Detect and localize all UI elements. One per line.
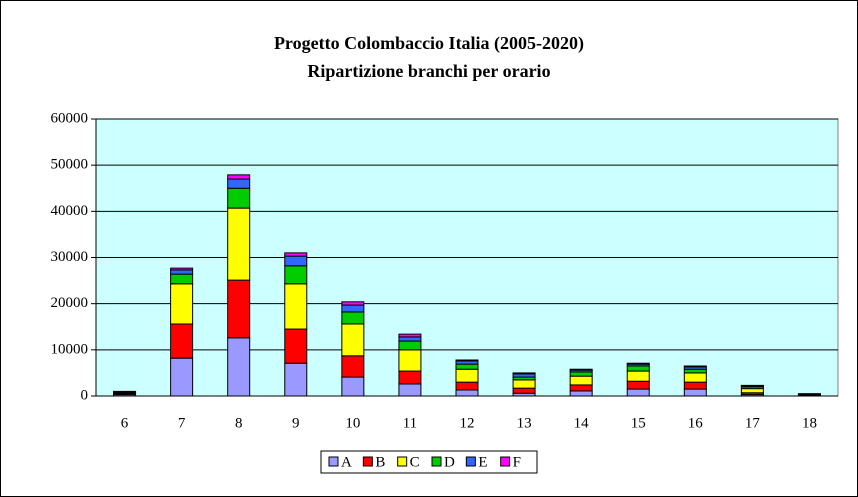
bar-segment: [683, 365, 707, 368]
chart-subtitle: Ripartizione branchi per orario: [307, 61, 550, 81]
bar-segment: [170, 267, 194, 271]
legend-label: A: [341, 454, 352, 470]
bar-segment: [341, 323, 365, 357]
y-tick-label: 50000: [51, 157, 89, 173]
y-tick-label: 20000: [51, 295, 89, 311]
bar-segment: [170, 273, 194, 285]
legend-label: E: [478, 454, 487, 470]
x-tick-label: 13: [517, 415, 532, 431]
x-tick-label: 12: [460, 415, 475, 431]
legend-label: F: [513, 454, 521, 470]
bar-segment: [455, 363, 479, 370]
bar-segment: [398, 349, 422, 372]
bar-segment: [170, 323, 194, 359]
bar-segment: [284, 255, 308, 267]
bar-segment: [683, 372, 707, 383]
bar-segment: [341, 376, 365, 397]
x-tick-label: 16: [688, 415, 704, 431]
chart-title: Progetto Colombaccio Italia (2005-2020): [274, 33, 584, 54]
bar-segment: [341, 301, 365, 306]
bar-segment: [398, 333, 422, 338]
x-tick-label: 9: [292, 415, 300, 431]
bar-segment: [227, 178, 251, 189]
bar-segment: [683, 368, 707, 374]
bar-segment: [284, 252, 308, 257]
bar-segment: [626, 365, 650, 372]
bar-segment: [341, 304, 365, 313]
bar-segment: [341, 311, 365, 325]
bar-segment: [398, 383, 422, 397]
legend-swatch: [362, 456, 373, 467]
bar-segment: [227, 279, 251, 339]
bar-segment: [398, 336, 422, 342]
legend-swatch: [465, 456, 476, 467]
bar-segment: [569, 384, 593, 392]
x-tick-label: 10: [345, 415, 360, 431]
bar-segment: [683, 388, 707, 397]
bar-segment: [284, 328, 308, 364]
bar-segment: [455, 389, 479, 397]
y-tick-label: 40000: [51, 203, 89, 219]
bar-segment: [569, 375, 593, 386]
bar-segment: [512, 372, 536, 375]
bar-segment: [284, 265, 308, 285]
bar-segment: [626, 362, 650, 365]
x-tick-label: 18: [802, 415, 817, 431]
legend-swatch: [328, 456, 339, 467]
bar-segment: [284, 283, 308, 330]
bar-segment: [227, 207, 251, 281]
bar-segment: [626, 370, 650, 382]
bar-segment: [341, 355, 365, 378]
bar-segment: [170, 283, 194, 325]
bar-segment: [569, 368, 593, 371]
bar-segment: [227, 174, 251, 180]
legend-label: D: [444, 454, 455, 470]
legend-label: B: [375, 454, 385, 470]
bar-segment: [455, 359, 479, 362]
legend-swatch: [431, 456, 442, 467]
x-tick-label: 7: [178, 415, 186, 431]
y-tick-label: 0: [81, 387, 89, 403]
bar-segment: [455, 381, 479, 391]
bar-segment: [740, 388, 764, 394]
bar-segment: [512, 387, 536, 394]
bar-segment: [170, 357, 194, 397]
x-tick-label: 11: [403, 415, 417, 431]
bar-segment: [512, 379, 536, 389]
bar-segment: [284, 362, 308, 397]
legend-box: [320, 450, 538, 474]
legend-swatch: [397, 456, 408, 467]
y-tick-label: 60000: [51, 110, 89, 126]
legend-swatch: [500, 456, 511, 467]
x-tick-label: 15: [631, 415, 646, 431]
legend-label: C: [410, 454, 420, 470]
bar-segment: [569, 371, 593, 377]
bar-segment: [227, 187, 251, 209]
y-tick-label: 30000: [51, 249, 89, 265]
bar-segment: [455, 368, 479, 383]
x-tick-label: 6: [121, 415, 129, 431]
bar-segment: [683, 381, 707, 390]
x-tick-label: 8: [235, 415, 243, 431]
x-tick-label: 17: [745, 415, 761, 431]
bar-segment: [398, 340, 422, 351]
bar-segment: [626, 380, 650, 390]
bar-segment: [398, 370, 422, 385]
bar-segment: [170, 269, 194, 275]
x-tick-label: 14: [574, 415, 590, 431]
bar-segment: [569, 390, 593, 397]
y-tick-label: 10000: [51, 341, 89, 357]
bar-segment: [227, 337, 251, 397]
bar-segment: [626, 388, 650, 397]
